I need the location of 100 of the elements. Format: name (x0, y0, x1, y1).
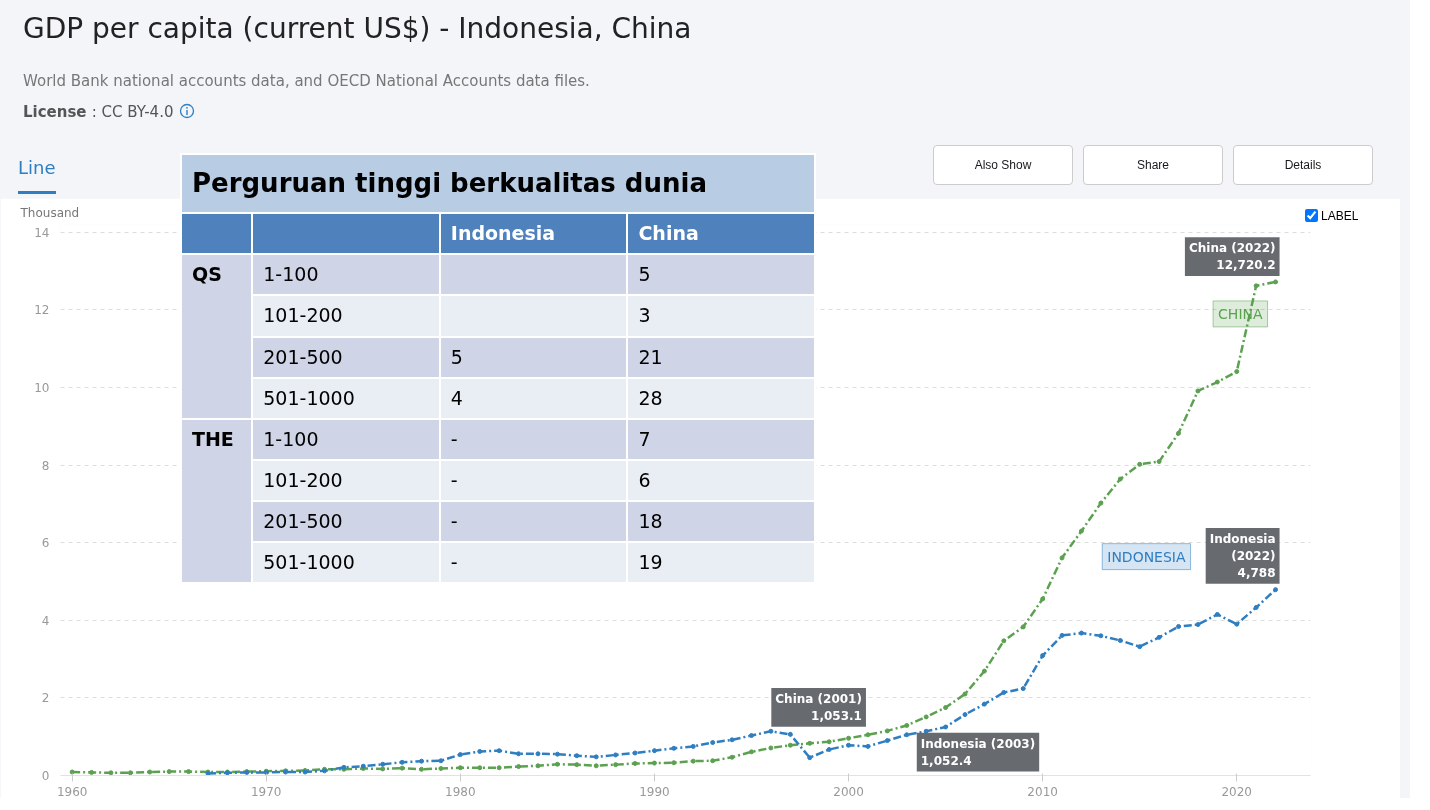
point (846, 742, 852, 748)
category-label: Indonesia (439, 213, 628, 255)
point (1001, 689, 1007, 695)
point (1273, 587, 1279, 593)
point (943, 724, 949, 730)
annotation: Indonesia (2022) 4,788 (1209, 532, 1276, 580)
x-tick-label: 2010 (1027, 784, 1058, 799)
point (651, 748, 657, 754)
annotation: THE (181, 418, 253, 584)
point (962, 712, 968, 718)
text: - (450, 551, 458, 574)
y-tick-label: 14 (34, 225, 50, 240)
point (865, 743, 871, 749)
point (1040, 653, 1046, 659)
point (1195, 622, 1201, 628)
category-label: China (627, 213, 815, 255)
point (593, 754, 599, 760)
point (1234, 621, 1240, 627)
text: 5 (450, 345, 463, 368)
text: 3 (638, 304, 651, 327)
point (399, 759, 405, 765)
point (1098, 633, 1104, 639)
point (1253, 604, 1259, 610)
annotation: QS (181, 254, 253, 419)
text: Share (1083, 145, 1223, 185)
point (457, 752, 463, 758)
point (1214, 611, 1220, 617)
chart-title: GDP per capita (current US$) - Indonesia, China (23, 11, 692, 47)
text: 7 (638, 427, 651, 450)
text: 5 (638, 263, 651, 286)
point (768, 728, 774, 734)
point (632, 750, 638, 756)
point (1020, 686, 1026, 692)
point (1137, 644, 1143, 650)
point (671, 745, 677, 751)
x-tick-label: 1990 (639, 784, 670, 799)
category-label: 101-200 (263, 468, 343, 491)
point (535, 751, 541, 757)
text: Line (18, 145, 56, 194)
y-tick-label: 0 (41, 769, 50, 783)
category-label: 1-100 (263, 427, 319, 450)
text: - (450, 510, 458, 533)
text: 4 (450, 386, 463, 409)
x-tick-label: 1970 (250, 784, 282, 799)
annotation: China (2022) 12,720.2 (1188, 241, 1276, 272)
chart-subtitle: World Bank national accounts data, and OECD National Accounts data files. (23, 71, 591, 92)
category-label: 501-1000 (263, 551, 355, 574)
text: License : CC BY-4.0 (23, 102, 175, 124)
point (613, 752, 619, 758)
point (1176, 624, 1182, 629)
category-label: 201-500 (263, 510, 343, 533)
point (748, 733, 754, 739)
annotation: China (2001) 1,053.1 (775, 691, 862, 723)
text: Also Show (933, 145, 1073, 185)
text: Perguruan tinggi berkualitas dunia (181, 154, 815, 214)
text: 28 (638, 386, 663, 409)
x-tick-label: 1960 (56, 784, 88, 799)
point (884, 738, 890, 744)
point (516, 751, 522, 757)
point (904, 732, 910, 738)
x-tick-label: 1980 (445, 784, 476, 799)
point (496, 748, 502, 754)
text: INDONESIA (1107, 548, 1186, 565)
y-tick-label: 10 (34, 380, 50, 395)
y-tick-label: 12 (34, 303, 50, 318)
text: - (450, 468, 458, 491)
y-tick-label: 4 (41, 613, 50, 628)
x-tick-label: 2020 (1221, 784, 1253, 799)
y-tick-label: 6 (41, 536, 50, 551)
category-label: 1-100 (263, 263, 319, 286)
series-label: CHINA (1218, 305, 1263, 322)
category-label: 201-500 (263, 345, 343, 368)
text: LABEL (1321, 209, 1359, 223)
x-tick-label: 2000 (833, 784, 864, 799)
point (729, 737, 735, 743)
point (419, 758, 425, 764)
y-axis-title: Thousand (19, 205, 80, 220)
text: 19 (638, 551, 663, 574)
text: Details (1233, 145, 1373, 185)
point (787, 731, 793, 737)
point (807, 755, 813, 761)
category-label: 501-1000 (263, 386, 355, 409)
category-label: 101-200 (263, 304, 343, 327)
y-tick-label: 8 (41, 458, 50, 473)
point (380, 761, 386, 767)
annotation: Indonesia (2003) 1,052.4 (920, 736, 1036, 768)
y-tick-label: 2 (41, 691, 50, 706)
text: 21 (638, 345, 663, 368)
text: - (450, 427, 458, 450)
point (1078, 630, 1084, 636)
point (690, 743, 696, 749)
point (477, 748, 483, 754)
point (1059, 632, 1065, 638)
point (438, 758, 444, 764)
point (826, 747, 832, 752)
point (981, 701, 987, 707)
text: 18 (638, 510, 663, 533)
point (554, 751, 560, 757)
point (923, 728, 929, 734)
point (1117, 637, 1123, 643)
